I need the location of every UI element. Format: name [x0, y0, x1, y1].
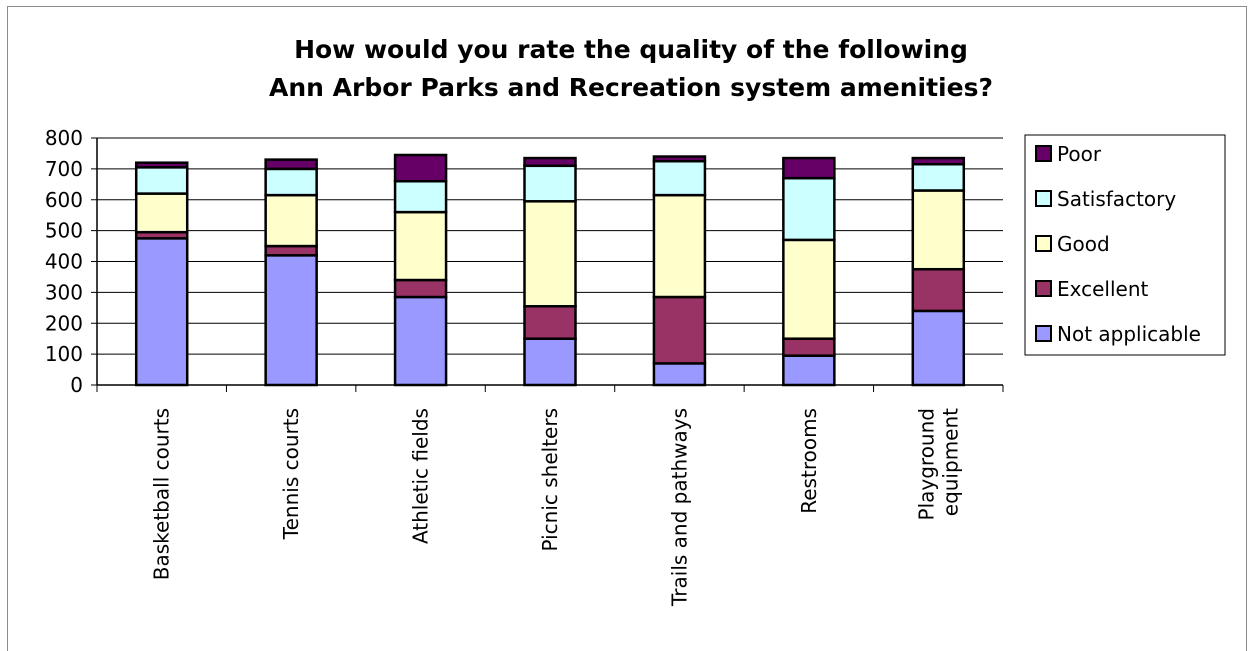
bar-segment — [393, 153, 448, 183]
axes — [96, 138, 1004, 392]
bar-segment — [523, 164, 577, 203]
bar-segment — [523, 337, 577, 387]
chart-title-line: Ann Arbor Parks and Recreation system am… — [269, 73, 993, 102]
x-tick-label: Tennis courts — [279, 408, 303, 540]
legend-swatch — [1035, 190, 1052, 207]
legend-label: Poor — [1057, 142, 1102, 166]
y-tick-label: 800 — [45, 126, 83, 150]
legend-box — [1024, 134, 1226, 356]
bar-segment — [134, 237, 189, 387]
y-tick-label: 300 — [45, 280, 83, 304]
bar-segment — [782, 156, 836, 180]
bar-segment — [652, 295, 707, 365]
legend-swatch — [1035, 235, 1052, 252]
bar-segment — [393, 295, 448, 387]
bar-segment — [782, 176, 836, 242]
chart-title-line: How would you rate the quality of the fo… — [294, 35, 968, 64]
chart-title: How would you rate the quality of the fo… — [269, 35, 993, 102]
bar-segment — [782, 238, 836, 340]
bar-segment — [911, 309, 966, 387]
bar-segment — [264, 244, 318, 257]
x-tick-label: Playground — [914, 408, 938, 520]
bar-segment — [652, 159, 707, 197]
bar-segment — [134, 166, 189, 195]
legend-label: Not applicable — [1057, 322, 1201, 346]
bar-segment — [911, 156, 966, 166]
x-tick-label: Restrooms — [797, 408, 821, 514]
y-tick-labels: 0 100 200 300 400 500 600 700 800 — [45, 126, 83, 397]
bar-segment — [652, 193, 707, 299]
legend-label: Good — [1057, 232, 1110, 256]
y-tick-label: 700 — [45, 157, 83, 181]
y-tick-label: 600 — [45, 188, 83, 212]
bar-segment — [523, 305, 577, 340]
bar-segment — [134, 161, 189, 169]
bar-segment — [264, 254, 318, 387]
bar-segment — [911, 162, 966, 192]
y-tick-label: 200 — [45, 311, 83, 335]
y-tick-label: 0 — [70, 373, 83, 397]
bar-segment — [393, 278, 448, 299]
bar-segment — [393, 179, 448, 214]
bar-segment — [264, 193, 318, 248]
legend: Poor Satisfactory Good Excellent Not applica… — [1024, 134, 1226, 356]
legend-swatch — [1035, 145, 1052, 162]
bar-segment — [264, 167, 318, 197]
bar-segment — [782, 337, 836, 357]
bar-segment — [264, 158, 318, 171]
bar-segment — [393, 210, 448, 282]
bars — [134, 153, 966, 387]
legend-label: Excellent — [1057, 277, 1149, 301]
x-tick-label: Picnic shelters — [538, 408, 562, 552]
x-tick-labels: Basketball courts Tennis courts Athletic f… — [150, 408, 963, 607]
bar-segment — [523, 156, 577, 168]
y-tick-label: 100 — [45, 342, 83, 366]
y-tick-label: 400 — [45, 250, 83, 274]
bar-segment — [652, 362, 707, 387]
bar-segment — [911, 267, 966, 313]
x-tick-label: Basketball courts — [150, 408, 174, 580]
y-tick-label: 500 — [45, 219, 83, 243]
x-tick-label: equipment — [938, 408, 962, 516]
bar-segment — [523, 200, 577, 308]
legend-swatch — [1035, 280, 1052, 297]
x-tick-label: Trails and pathways — [667, 408, 691, 607]
legend-swatch — [1035, 325, 1052, 342]
bar-segment — [911, 189, 966, 271]
bar-segment — [782, 354, 836, 387]
legend-label: Satisfactory — [1057, 187, 1176, 211]
bar-segment — [134, 192, 189, 234]
bar-segment — [652, 155, 707, 163]
chart-frame — [7, 6, 1247, 651]
x-tick-label: Athletic fields — [409, 408, 433, 544]
